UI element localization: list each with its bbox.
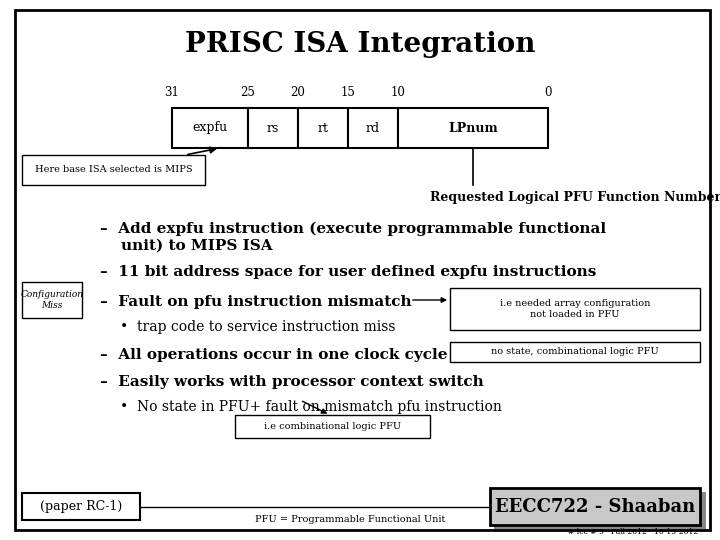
Text: # lec # 9   Fall 2012   10-15-2012: # lec # 9 Fall 2012 10-15-2012 [568, 528, 698, 536]
Text: expfu: expfu [192, 122, 228, 134]
Text: •  No state in PFU+ fault on mismatch pfu instruction: • No state in PFU+ fault on mismatch pfu… [120, 400, 502, 414]
Text: i.e combinational logic PFU: i.e combinational logic PFU [264, 422, 401, 431]
Text: rd: rd [366, 122, 380, 134]
Bar [450, 342, 700, 362]
Bar [348, 108, 398, 148]
Text: –  Fault on pfu instruction mismatch: – Fault on pfu instruction mismatch [100, 295, 412, 309]
Bar [22, 282, 82, 318]
Text: EECC722 - Shaaban: EECC722 - Shaaban [495, 497, 695, 516]
Text: –  11 bit address space for user defined expfu instructions: – 11 bit address space for user defined … [100, 265, 596, 279]
Bar [494, 492, 706, 529]
Bar [235, 415, 430, 438]
Bar [298, 108, 348, 148]
Text: i.e needed array configuration
not loaded in PFU: i.e needed array configuration not loade… [500, 299, 650, 319]
Text: •  trap code to service instruction miss: • trap code to service instruction miss [120, 320, 395, 334]
Text: Requested Logical PFU Function Number: Requested Logical PFU Function Number [430, 192, 720, 205]
Text: PRISC ISA Integration: PRISC ISA Integration [185, 31, 535, 58]
Bar [248, 108, 298, 148]
Text: 31: 31 [165, 85, 179, 98]
Text: –  Add expfu instruction (execute programmable functional
    unit) to MIPS ISA: – Add expfu instruction (execute program… [100, 222, 606, 253]
Text: 0: 0 [544, 85, 552, 98]
Text: Here base ISA selected is MIPS: Here base ISA selected is MIPS [35, 165, 192, 174]
Bar [172, 108, 248, 148]
Text: rs: rs [267, 122, 279, 134]
Text: 10: 10 [390, 85, 405, 98]
Bar [22, 155, 205, 185]
Text: 25: 25 [240, 85, 256, 98]
Text: rt: rt [318, 122, 328, 134]
Text: no state, combinational logic PFU: no state, combinational logic PFU [491, 348, 659, 356]
Text: –  All operations occur in one clock cycle: – All operations occur in one clock cycl… [100, 348, 448, 362]
Text: 15: 15 [341, 85, 356, 98]
Bar [398, 108, 548, 148]
Bar [22, 493, 140, 520]
Bar [450, 288, 700, 330]
Text: PFU = Programmable Functional Unit: PFU = Programmable Functional Unit [255, 516, 445, 524]
Text: –  Easily works with processor context switch: – Easily works with processor context sw… [100, 375, 484, 389]
Text: Configuration
Miss: Configuration Miss [20, 290, 84, 310]
Bar [490, 488, 700, 525]
Text: (paper RC-1): (paper RC-1) [40, 500, 122, 513]
Text: 20: 20 [291, 85, 305, 98]
Text: LPnum: LPnum [448, 122, 498, 134]
